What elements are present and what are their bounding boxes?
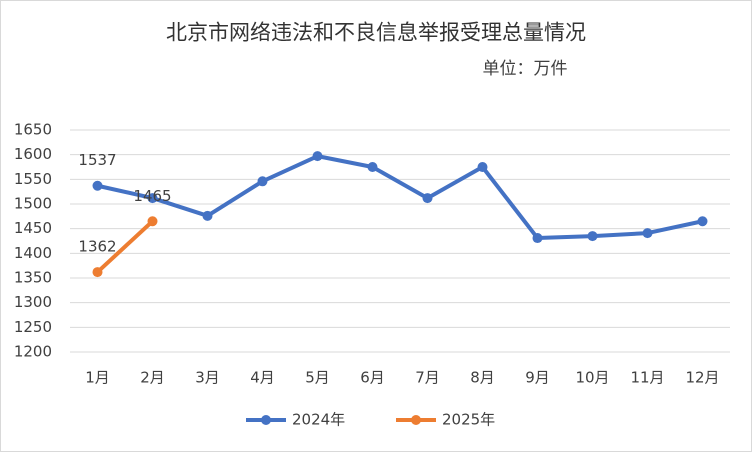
point-marker (92, 267, 103, 278)
point-marker (422, 193, 433, 204)
chart-subtitle: 单位：万件 (483, 59, 568, 79)
x-tick-label: 9月 (525, 369, 550, 387)
legend-label: 2025年 (442, 411, 495, 429)
data-label: 1537 (78, 151, 116, 169)
point-marker (532, 233, 543, 244)
data-label: 1465 (133, 187, 171, 205)
y-tick-label: 1550 (14, 170, 52, 188)
x-tick-label: 10月 (575, 369, 609, 387)
series-line (95, 154, 705, 241)
legend-marker (261, 415, 271, 425)
y-tick-label: 1400 (14, 244, 52, 262)
point-marker (587, 231, 598, 242)
chart-title: 北京市网络违法和不良信息举报受理总量情况 (166, 21, 586, 45)
point-marker (642, 228, 653, 239)
y-tick-label: 1500 (14, 195, 52, 213)
x-tick-label: 4月 (250, 369, 275, 387)
y-tick-label: 1600 (14, 145, 52, 163)
y-tick-label: 1350 (14, 269, 52, 287)
point-marker (92, 180, 103, 191)
y-tick-label: 1250 (14, 318, 52, 336)
x-tick-label: 8月 (470, 369, 495, 387)
legend-marker (411, 415, 421, 425)
point-marker (312, 151, 323, 162)
point-marker (367, 162, 378, 172)
x-tick-label: 12月 (685, 369, 719, 387)
x-tick-label: 3月 (195, 369, 220, 387)
data-label: 1362 (78, 238, 116, 256)
x-tick-label: 7月 (415, 369, 440, 387)
y-tick-label: 1650 (14, 121, 52, 139)
point-marker (697, 216, 708, 227)
y-tick-label: 1300 (14, 293, 52, 311)
point-marker (202, 210, 213, 221)
series-line (95, 219, 155, 275)
point-marker (147, 216, 158, 227)
x-tick-label: 6月 (360, 369, 385, 387)
point-marker (477, 162, 488, 172)
point-marker (147, 193, 158, 204)
y-tick-label: 1200 (14, 343, 52, 361)
x-tick-label: 1月 (85, 369, 110, 387)
legend-label: 2024年 (292, 411, 345, 429)
x-tick-label: 2月 (140, 369, 165, 387)
y-tick-label: 1450 (14, 219, 52, 237)
x-tick-label: 11月 (630, 369, 664, 387)
point-marker (257, 176, 268, 187)
x-tick-label: 5月 (305, 369, 330, 387)
